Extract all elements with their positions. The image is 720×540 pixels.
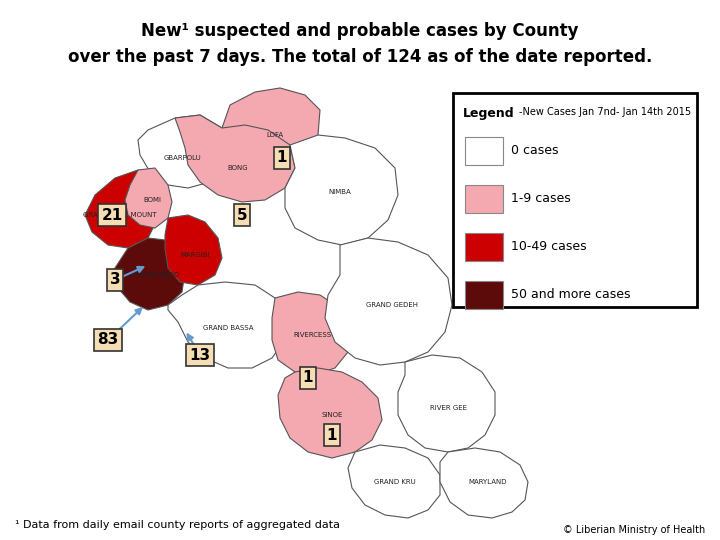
Polygon shape [115, 238, 185, 310]
Text: 0 cases: 0 cases [511, 145, 559, 158]
Text: 5: 5 [237, 207, 247, 222]
Text: GBARPOLU: GBARPOLU [163, 155, 201, 161]
Polygon shape [175, 115, 295, 202]
Bar [465, 185, 503, 213]
FancyBboxPatch shape [453, 93, 697, 307]
Text: over the past 7 days. The total of 124 as of the date reported.: over the past 7 days. The total of 124 a… [68, 48, 652, 66]
Bar [465, 281, 503, 309]
Text: ¹ Data from daily email county reports of aggregated data: ¹ Data from daily email county reports o… [15, 520, 340, 530]
Text: NIMBA: NIMBA [328, 189, 351, 195]
Polygon shape [278, 368, 382, 458]
Polygon shape [125, 168, 172, 228]
Text: LOFA: LOFA [266, 132, 284, 138]
Polygon shape [222, 88, 320, 170]
Text: BONG: BONG [228, 165, 248, 171]
Text: -New Cases Jan 7nd- Jan 14th 2015: -New Cases Jan 7nd- Jan 14th 2015 [519, 107, 691, 117]
Text: 1: 1 [327, 428, 337, 442]
Polygon shape [440, 448, 528, 518]
Text: 1: 1 [276, 151, 287, 165]
Polygon shape [325, 238, 452, 365]
Polygon shape [348, 445, 440, 518]
Text: 13: 13 [189, 348, 210, 362]
Polygon shape [398, 355, 495, 452]
Text: GRAND BASSA: GRAND BASSA [203, 325, 253, 331]
Text: 10-49 cases: 10-49 cases [511, 240, 587, 253]
Text: MONTSERRADO: MONTSERRADO [125, 272, 179, 278]
Polygon shape [285, 135, 398, 245]
Text: 21: 21 [102, 207, 122, 222]
Text: Legend: Legend [463, 107, 515, 120]
Bar [465, 233, 503, 261]
Polygon shape [272, 292, 352, 375]
Text: BOMI: BOMI [143, 197, 161, 203]
Polygon shape [168, 282, 285, 368]
Text: 1: 1 [302, 370, 313, 386]
Text: MARYLAND: MARYLAND [469, 479, 508, 485]
Text: 1-9 cases: 1-9 cases [511, 192, 571, 206]
Text: SINOE: SINOE [321, 412, 343, 418]
Text: 3: 3 [109, 273, 120, 287]
Text: GRAND GEDEH: GRAND GEDEH [366, 302, 418, 308]
Text: RIVER GEE: RIVER GEE [430, 405, 467, 411]
Text: MARGIBI: MARGIBI [180, 252, 210, 258]
Polygon shape [165, 215, 222, 285]
Text: 83: 83 [97, 333, 119, 348]
Text: GRAND CAPE MOUNT: GRAND CAPE MOUNT [84, 212, 157, 218]
Text: GRAND KRU: GRAND KRU [374, 479, 416, 485]
Text: © Liberian Ministry of Health: © Liberian Ministry of Health [563, 525, 705, 535]
Text: RIVERCESS: RIVERCESS [293, 332, 331, 338]
Polygon shape [138, 115, 228, 188]
Text: New¹ suspected and probable cases by County: New¹ suspected and probable cases by Cou… [141, 22, 579, 40]
Polygon shape [85, 170, 162, 248]
Text: 50 and more cases: 50 and more cases [511, 288, 631, 301]
Bar [465, 137, 503, 165]
